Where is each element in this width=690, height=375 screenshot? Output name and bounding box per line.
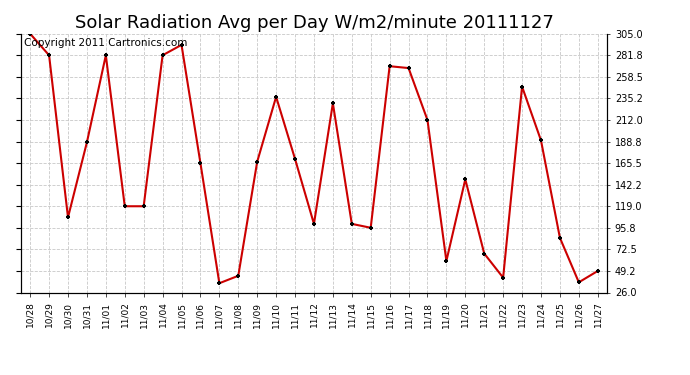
Point xyxy=(252,159,263,165)
Point xyxy=(195,160,206,166)
Point xyxy=(119,203,130,209)
Point xyxy=(384,63,395,69)
Point xyxy=(157,52,168,58)
Point xyxy=(176,42,187,48)
Point xyxy=(346,221,357,227)
Text: Copyright 2011 Cartronics.com: Copyright 2011 Cartronics.com xyxy=(23,38,187,48)
Point xyxy=(214,280,225,286)
Point xyxy=(441,258,452,264)
Point xyxy=(25,31,36,37)
Point xyxy=(554,235,565,241)
Point xyxy=(403,65,414,71)
Title: Solar Radiation Avg per Day W/m2/minute 20111127: Solar Radiation Avg per Day W/m2/minute … xyxy=(75,14,553,32)
Point xyxy=(100,52,111,58)
Point xyxy=(63,214,74,220)
Point xyxy=(308,221,319,227)
Point xyxy=(43,52,55,58)
Point xyxy=(138,203,149,209)
Point xyxy=(290,156,301,162)
Point xyxy=(460,176,471,182)
Point xyxy=(592,268,603,274)
Point xyxy=(81,139,92,145)
Point xyxy=(365,225,376,231)
Point xyxy=(573,279,584,285)
Point xyxy=(233,273,244,279)
Point xyxy=(422,117,433,123)
Point xyxy=(270,94,282,100)
Point xyxy=(479,251,490,257)
Point xyxy=(327,100,338,106)
Point xyxy=(497,274,509,280)
Point xyxy=(517,84,528,90)
Point xyxy=(535,137,546,143)
